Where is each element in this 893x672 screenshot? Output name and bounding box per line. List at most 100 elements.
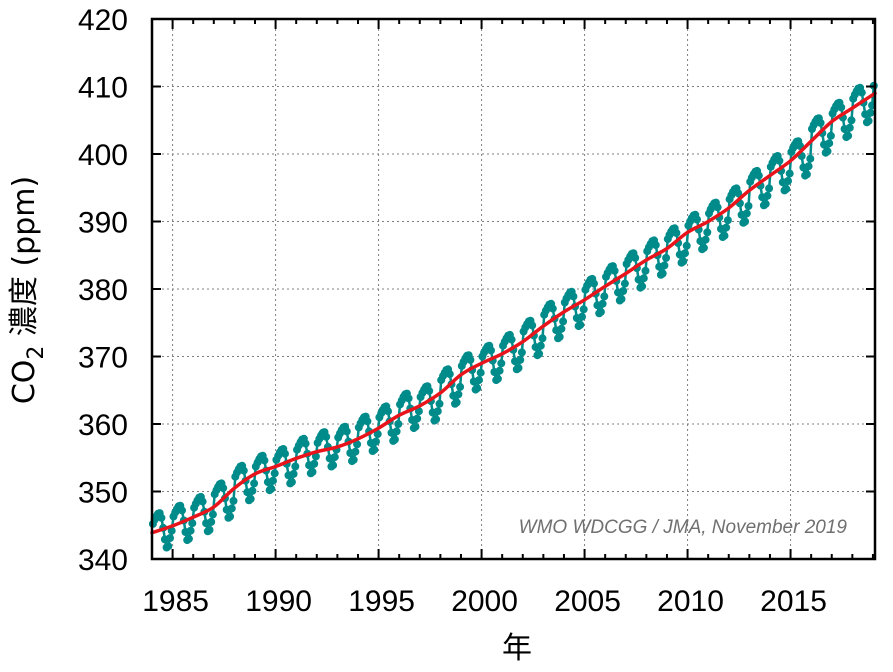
monthly-point [475,376,483,385]
monthly-point [432,415,441,424]
monthly-point [847,116,856,125]
monthly-point [763,191,772,200]
monthly-point [775,156,784,165]
monthly-point [744,202,753,210]
monthly-point [466,355,475,364]
monthly-point [476,368,485,377]
monthly-point [411,422,420,431]
monthly-point [186,526,195,535]
monthly-point [452,398,461,407]
monthly-point [576,320,585,329]
monthly-point [198,497,207,506]
monthly-point [823,147,832,156]
monthly-point [662,253,671,262]
monthly-point [178,506,186,515]
grid-lines [152,19,875,559]
monthly-point [785,169,794,178]
monthly-point [281,449,289,458]
monthly-point [516,355,525,364]
monthly-point [454,390,463,399]
monthly-point [578,312,586,321]
y-tick-label: 380 [78,274,128,307]
monthly-point [435,399,444,408]
monthly-point [864,116,873,125]
monthly-point [672,229,681,237]
monthly-point [493,374,502,383]
monthly-point [308,467,317,476]
monthly-point [413,414,422,423]
x-tick-labels: 1985 1990 1995 2000 2005 2010 2015 [142,585,827,618]
monthly-point [528,321,537,330]
monthly-point [631,253,640,262]
monthly-point [617,295,626,304]
axis-ticks [151,18,875,560]
monthly-point [713,203,722,212]
x-tick-label: 1995 [348,585,415,618]
monthly-point [641,266,650,275]
monthly-point [227,504,236,513]
monthly-point [679,257,688,266]
monthly-point [456,382,465,391]
y-tick-label: 390 [78,207,128,240]
monthly-point [205,526,214,534]
monthly-point [394,420,403,428]
monthly-point [219,484,228,493]
monthly-point [433,407,442,416]
monthly-point [535,349,544,358]
monthly-point [208,510,217,519]
monthly-point [330,453,339,462]
monthly-point [507,335,516,344]
monthly-point [844,131,853,140]
monthly-point [239,466,248,475]
monthly-point [620,279,629,288]
y-tick-label: 360 [78,409,128,442]
monthly-point [229,496,238,505]
monthly-point [353,440,362,449]
monthly-point [495,366,504,375]
y-tick-label: 370 [78,342,128,375]
monthly-point [682,241,691,250]
y-tick-label: 400 [78,139,128,172]
monthly-point [681,249,689,258]
monthly-point [487,346,495,355]
monthly-point [260,456,269,465]
monthly-point [322,432,331,441]
y-tick-label: 350 [78,477,128,510]
y-tick-labels: 340 350 360 370 380 390 400 410 420 [78,4,128,577]
y-tick-label: 420 [78,4,128,37]
monthly-point [806,154,815,163]
monthly-point [845,123,854,132]
monthly-point [349,455,358,464]
monthly-point [166,534,174,543]
monthly-point [701,235,710,244]
monthly-point [287,478,296,487]
monthly-point [782,185,791,194]
y-axis-title: CO2 濃度 (ppm) [7,176,49,404]
monthly-point [825,139,834,148]
monthly-point [802,170,811,179]
monthly-point [761,199,770,208]
monthly-point [720,231,729,240]
monthly-point [639,274,648,283]
x-tick-label: 2000 [451,585,518,618]
monthly-point [246,494,255,503]
monthly-point [414,407,423,416]
monthly-point [816,118,825,127]
monthly-point [557,324,566,333]
monthly-point [373,430,382,439]
monthly-point [658,269,667,278]
monthly-point [638,282,647,291]
x-tick-label: 1990 [245,585,312,618]
monthly-point [267,484,276,493]
x-axis-title: 年 [502,631,532,666]
monthly-point [188,519,197,528]
monthly-point [804,162,813,171]
monthly-point [837,103,846,112]
monthly-point [342,427,351,436]
monthly-point [651,241,660,250]
monthly-point [184,534,193,543]
y-axis-title-co: CO [7,360,42,405]
monthly-point [404,394,413,403]
